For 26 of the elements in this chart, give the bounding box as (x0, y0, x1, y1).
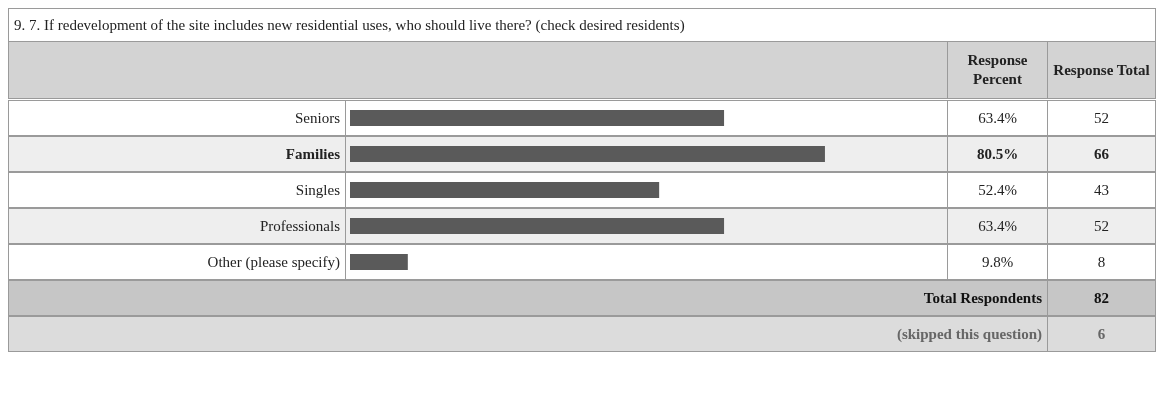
text: 66 (1047, 136, 1156, 172)
y-tick-label: Families (8, 136, 346, 172)
y-tick-label: Singles (8, 172, 346, 208)
text: Response Percent (947, 41, 1048, 99)
bar (350, 110, 725, 127)
bar (350, 254, 408, 271)
text: Total Respondents (8, 280, 1048, 316)
data-label: 9.8% (947, 244, 1048, 280)
text: 43 (1047, 172, 1156, 208)
data-label: 63.4% (947, 208, 1048, 244)
y-tick-label: Other (please specify) (8, 244, 346, 280)
text: 52 (1047, 208, 1156, 244)
data-label: 80.5% (947, 136, 1048, 172)
text: 82 (1047, 280, 1156, 316)
text: 8 (1047, 244, 1156, 280)
text: 6 (1047, 316, 1156, 352)
data-label: 52.4% (947, 172, 1048, 208)
y-tick-label: Seniors (8, 100, 346, 136)
bar (350, 218, 725, 235)
y-tick-label: Professionals (8, 208, 346, 244)
bar (350, 182, 660, 199)
data-label: 63.4% (947, 100, 1048, 136)
text: 52 (1047, 100, 1156, 136)
text: (skipped this question) (8, 316, 1048, 352)
chart-title: 9. 7. If redevelopment of the site includes new residential uses, who should live there? (check desired residents) (8, 8, 1156, 42)
text: Response Total (1047, 41, 1156, 99)
